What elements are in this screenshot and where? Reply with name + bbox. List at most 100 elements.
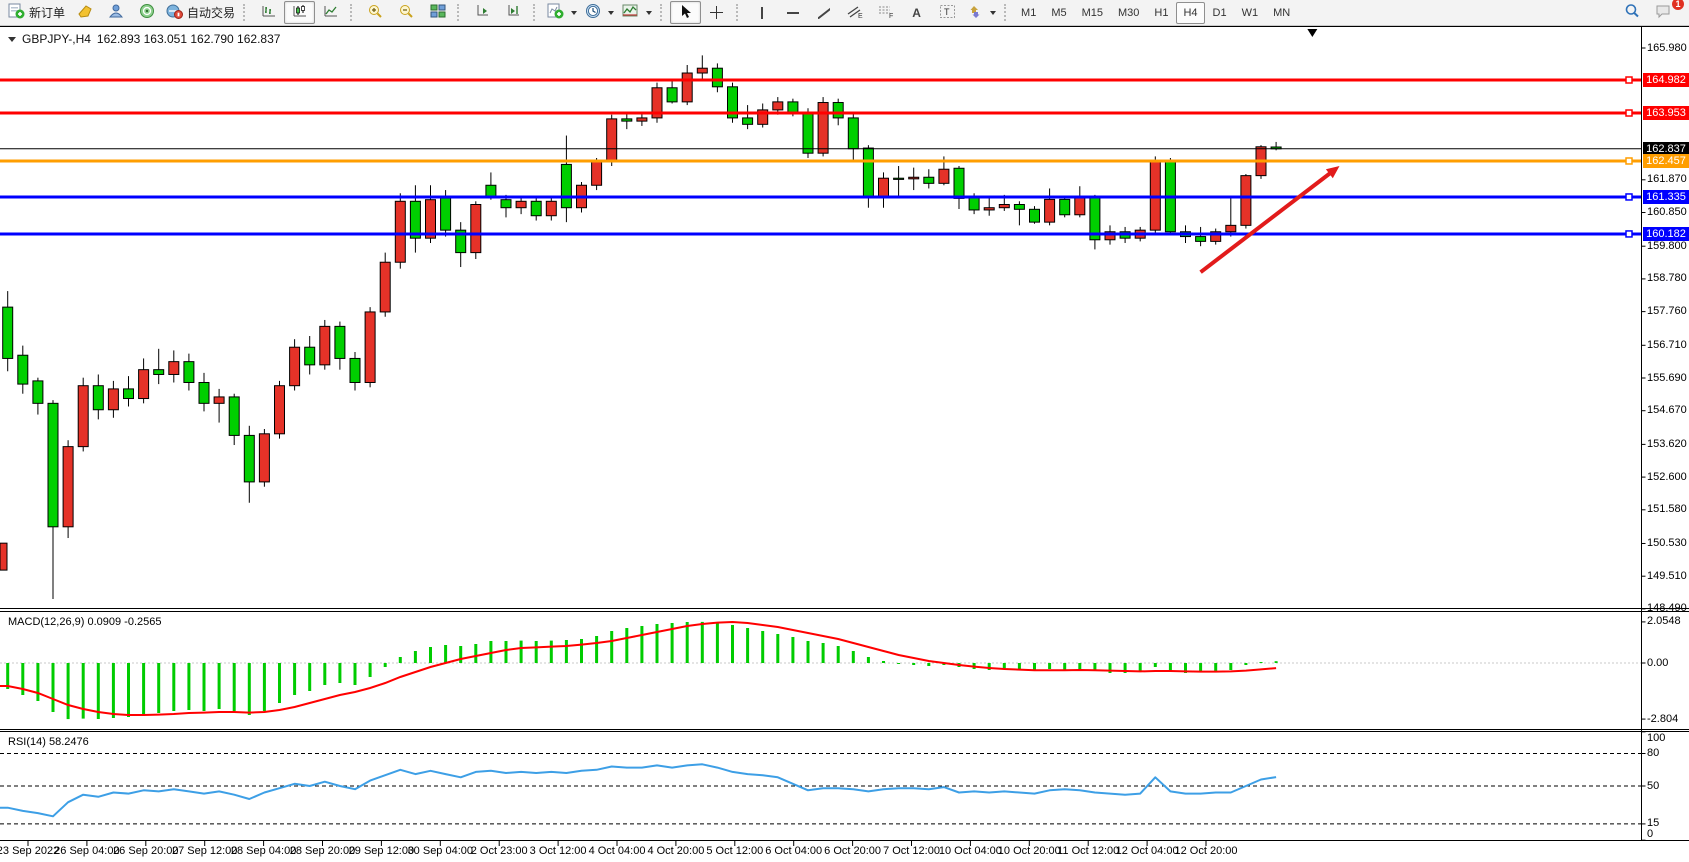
candle-body: [138, 369, 150, 400]
trendline-tool-button[interactable]: [808, 1, 839, 24]
notifications-button[interactable]: 1: [1648, 0, 1684, 24]
zoom-out-button[interactable]: [391, 1, 422, 24]
market-watch-button[interactable]: [69, 1, 100, 24]
macd-values: 0.0909 -0.2565: [87, 616, 162, 628]
time-axis-label: 6 Oct 04:00: [765, 845, 823, 857]
candle-body: [968, 196, 980, 211]
time-axis-label: 4 Oct 20:00: [647, 845, 705, 857]
timeframe-mn[interactable]: MN: [1273, 6, 1291, 19]
candle-body: [1059, 198, 1071, 216]
trendline-icon: [818, 7, 830, 19]
candle-body: [379, 261, 391, 313]
auto-trading-button[interactable]: 自动交易: [162, 1, 239, 24]
horizontal-line-tool-button[interactable]: [777, 1, 808, 24]
candle-body: [409, 200, 421, 239]
indicators-button[interactable]: [618, 1, 656, 24]
time-axis-label: 28 Sep 20:00: [289, 845, 356, 857]
zoom-out-icon: [398, 3, 415, 22]
channel-tool-button[interactable]: E: [839, 1, 870, 24]
candle-body: [878, 177, 889, 198]
crosshair-tool-button[interactable]: [701, 1, 732, 24]
candle-body: [515, 200, 527, 209]
timeframe-m5[interactable]: M5: [1051, 6, 1067, 19]
shapes-arrows-icon: [967, 4, 983, 22]
timeframe-d1[interactable]: D1: [1212, 6, 1227, 19]
level-price-badge: 162.457: [1643, 153, 1689, 168]
macd-tick-label: 0.00: [1647, 656, 1669, 669]
timeframe-h4[interactable]: H4: [1176, 1, 1205, 24]
price-tick-label: 151.580: [1647, 503, 1687, 516]
candle-body: [817, 102, 829, 154]
arrow-annotation[interactable]: [1199, 166, 1340, 274]
timeframe-h1[interactable]: H1: [1154, 6, 1169, 19]
chart-shift-icon: [506, 3, 522, 22]
macd-tick-label: 2.0548: [1647, 615, 1681, 628]
candle-body: [77, 385, 89, 448]
notification-badge: 1: [1672, 0, 1684, 10]
navigator-button[interactable]: [100, 1, 131, 24]
timeframe-m1[interactable]: M1: [1021, 6, 1037, 19]
rsi-value: 58.2476: [48, 736, 89, 748]
candle-body: [1195, 236, 1207, 242]
candle-body: [1104, 231, 1116, 241]
symbol-dropdown-icon[interactable]: [8, 36, 16, 42]
price-tick-label: 158.780: [1647, 272, 1687, 285]
horizontal-level-lines[interactable]: [0, 76, 1642, 238]
zoom-in-button[interactable]: [360, 1, 391, 24]
rsi-tick-label: 80: [1647, 747, 1660, 759]
toolbar-separator: [243, 4, 249, 21]
pane-borders: [0, 26, 1689, 841]
candle-body: [198, 381, 210, 404]
auto-scroll-button[interactable]: [467, 1, 498, 24]
time-axis-label: 12 Oct 20:00: [1174, 845, 1238, 857]
fibonacci-tool-button[interactable]: F: [870, 1, 901, 24]
timeframe-m15[interactable]: M15: [1081, 6, 1103, 19]
indicators-icon: [622, 3, 639, 22]
period-clock-icon: [585, 3, 601, 22]
timeframe-m30[interactable]: M30: [1118, 6, 1140, 19]
horizontal-line-icon: [786, 11, 799, 14]
text-tool-button[interactable]: A: [901, 1, 932, 24]
bar-chart-button[interactable]: [253, 1, 284, 24]
rsi-tick-label: 50: [1647, 779, 1660, 792]
vertical-line-tool-button[interactable]: [746, 1, 777, 24]
candle-body: [1029, 208, 1040, 223]
time-axis-label: 26 Sep 20:00: [113, 845, 179, 857]
candle-body: [1225, 224, 1237, 233]
period-selector-button[interactable]: [581, 1, 618, 24]
label-tool-button[interactable]: T: [932, 1, 963, 24]
new-order-button[interactable]: 新订单: [4, 1, 69, 24]
candle-body: [319, 325, 331, 366]
time-axis-label: 2 Oct 23:00: [470, 845, 528, 857]
candle-body: [757, 109, 769, 125]
chart-shift-button[interactable]: [498, 1, 529, 24]
new-chart-icon: [547, 3, 564, 22]
candle-body: [998, 204, 1010, 209]
candle-body: [893, 177, 905, 180]
candle-body: [17, 354, 29, 385]
shapes-tool-button[interactable]: [963, 1, 1000, 24]
edge-partial-candle: [0, 542, 8, 571]
signals-button[interactable]: [131, 1, 162, 24]
timeframe-w1[interactable]: W1: [1241, 6, 1259, 19]
candle-body: [153, 369, 165, 375]
line-handle: [1625, 76, 1633, 84]
time-axis-label: 11 Oct 12:00: [1057, 845, 1120, 857]
price-tick-label: 161.870: [1647, 173, 1687, 186]
new-chart-button[interactable]: [543, 1, 581, 24]
search-button[interactable]: [1617, 1, 1648, 24]
timeframe-group: M1 M5 M15 M30 H1 H4 D1 W1 MN: [1014, 1, 1297, 24]
candle-body: [334, 325, 346, 359]
chart-shift-marker[interactable]: [1307, 29, 1318, 37]
crosshair-icon: [710, 6, 724, 19]
toolbar-separator: [736, 4, 742, 21]
line-chart-button[interactable]: [315, 1, 346, 24]
candle-body: [213, 396, 225, 404]
candle-body: [923, 176, 935, 184]
cursor-tool-button[interactable]: [670, 1, 702, 24]
tile-windows-button[interactable]: [422, 1, 453, 24]
level-price-badge: 164.982: [1643, 73, 1689, 87]
candlestick-chart-button[interactable]: [284, 1, 316, 24]
rsi-level-lines: [0, 753, 1642, 825]
